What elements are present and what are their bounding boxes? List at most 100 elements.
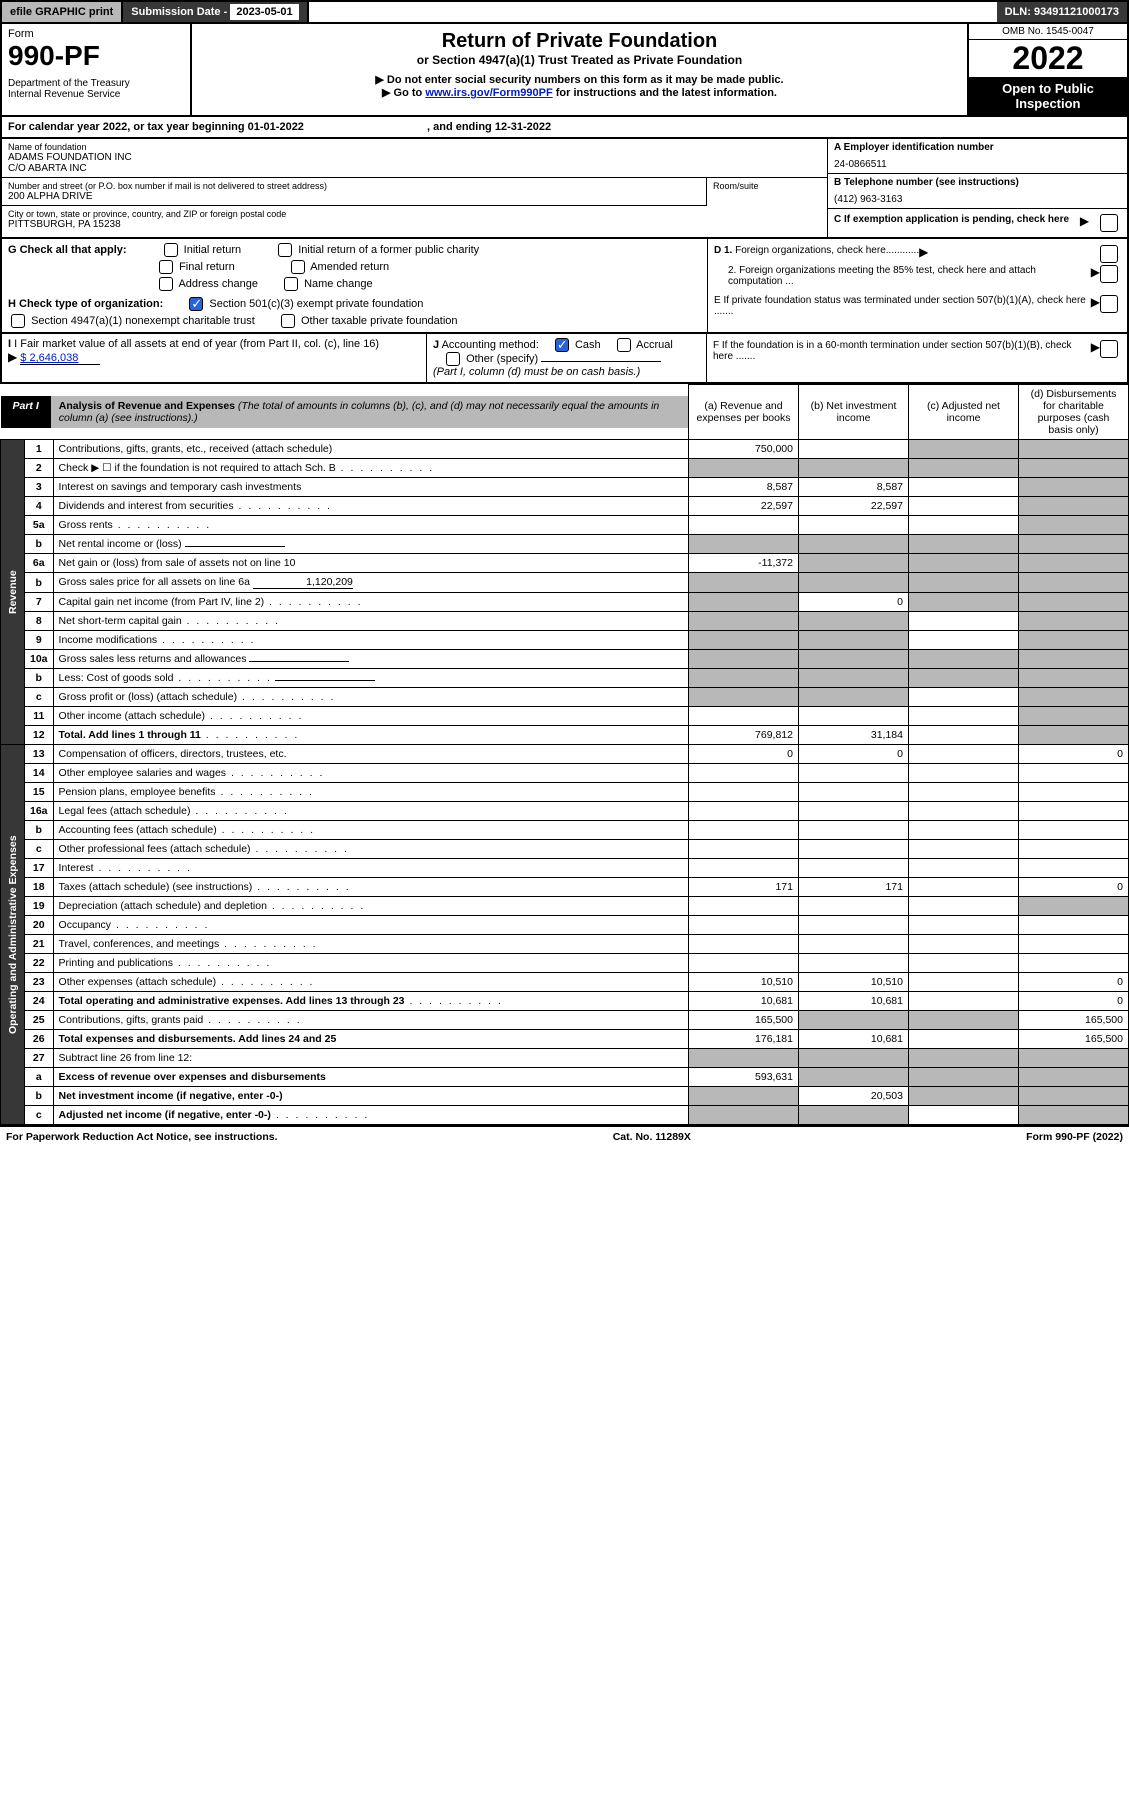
table-row: cOther professional fees (attach schedul… (1, 840, 1129, 859)
amount-cell (1019, 535, 1129, 554)
g-initial-checkbox[interactable] (164, 243, 178, 257)
g-final-checkbox[interactable] (159, 260, 173, 274)
form-link[interactable]: www.irs.gov/Form990PF (425, 87, 552, 99)
footer-right: Form 990-PF (2022) (1026, 1131, 1123, 1143)
amount-cell (1019, 631, 1129, 650)
row-description: Depreciation (attach schedule) and deple… (53, 897, 688, 916)
amount-cell (689, 516, 799, 535)
h-4947-checkbox[interactable] (11, 314, 25, 328)
amount-cell (1019, 554, 1129, 573)
g-name-checkbox[interactable] (284, 277, 298, 291)
amount-cell (689, 535, 799, 554)
amount-cell (1019, 821, 1129, 840)
amount-cell (799, 459, 909, 478)
instruction-2: ▶ Go to www.irs.gov/Form990PF for instru… (198, 86, 961, 99)
amount-cell (689, 821, 799, 840)
efile-print-button[interactable]: efile GRAPHIC print (2, 2, 123, 22)
amount-cell: -11,372 (689, 554, 799, 573)
amount-cell (799, 573, 909, 593)
amount-cell (689, 631, 799, 650)
amount-cell (909, 459, 1019, 478)
row-description: Taxes (attach schedule) (see instruction… (53, 878, 688, 897)
amount-cell (909, 516, 1019, 535)
amount-cell: 10,681 (689, 992, 799, 1011)
row-number: 1 (25, 440, 54, 459)
table-row: bNet rental income or (loss) (1, 535, 1129, 554)
amount-cell (909, 554, 1019, 573)
g-label: G Check all that apply: (8, 244, 127, 256)
d2-checkbox[interactable] (1100, 265, 1118, 283)
row-number: 5a (25, 516, 54, 535)
j-note: (Part I, column (d) must be on cash basi… (433, 366, 640, 378)
row-number: b (25, 1087, 54, 1106)
amount-cell (1019, 935, 1129, 954)
j-accrual-checkbox[interactable] (617, 338, 631, 352)
address-label: Number and street (or P.O. box number if… (8, 181, 700, 191)
table-row: Operating and Administrative Expenses13C… (1, 745, 1129, 764)
dept-label: Department of the Treasury (8, 78, 184, 89)
amount-cell (1019, 440, 1129, 459)
table-row: 5aGross rents (1, 516, 1129, 535)
row-number: 2 (25, 459, 54, 478)
address: 200 ALPHA DRIVE (8, 191, 700, 202)
amount-cell (799, 631, 909, 650)
omb-number: OMB No. 1545-0047 (969, 24, 1127, 40)
row-description: Compensation of officers, directors, tru… (53, 745, 688, 764)
amount-cell (1019, 612, 1129, 631)
row-number: 19 (25, 897, 54, 916)
c-checkbox[interactable] (1100, 214, 1118, 232)
amount-cell (1019, 478, 1129, 497)
amount-cell (689, 1087, 799, 1106)
col-d-header: (d) Disbursements for charitable purpose… (1019, 385, 1129, 440)
row-number: 11 (25, 707, 54, 726)
g-initial-former-checkbox[interactable] (278, 243, 292, 257)
amount-cell (799, 935, 909, 954)
row-number: a (25, 1068, 54, 1087)
f-checkbox[interactable] (1100, 340, 1118, 358)
j-label: Accounting method: (442, 339, 539, 351)
amount-cell (909, 631, 1019, 650)
row-description: Net short-term capital gain (53, 612, 688, 631)
table-row: 20Occupancy (1, 916, 1129, 935)
amount-cell (909, 916, 1019, 935)
e-label: E If private foundation status was termi… (714, 295, 1091, 317)
amount-cell (1019, 497, 1129, 516)
amount-cell (799, 535, 909, 554)
table-row: 18Taxes (attach schedule) (see instructi… (1, 878, 1129, 897)
amount-cell (689, 669, 799, 688)
h-501c3-checkbox[interactable] (189, 297, 203, 311)
amount-cell (1019, 688, 1129, 707)
amount-cell (909, 573, 1019, 593)
row-number: c (25, 1106, 54, 1125)
row-description: Other income (attach schedule) (53, 707, 688, 726)
table-row: 15Pension plans, employee benefits (1, 783, 1129, 802)
row-description: Subtract line 26 from line 12: (53, 1049, 688, 1068)
submission-date-label: Submission Date - 2023-05-01 (123, 2, 308, 22)
d2-label: 2. Foreign organizations meeting the 85%… (728, 265, 1091, 287)
foundation-name-2: C/O ABARTA INC (8, 163, 821, 174)
fmv-value[interactable]: $ 2,646,038 (20, 352, 100, 365)
j-cash-checkbox[interactable] (555, 338, 569, 352)
h-other-checkbox[interactable] (281, 314, 295, 328)
amount-cell (909, 821, 1019, 840)
g-amended-checkbox[interactable] (291, 260, 305, 274)
amount-cell (1019, 593, 1129, 612)
j-other-checkbox[interactable] (446, 352, 460, 366)
amount-cell (909, 478, 1019, 497)
expenses-side-label: Operating and Administrative Expenses (1, 745, 25, 1125)
g-address-checkbox[interactable] (159, 277, 173, 291)
row-number: b (25, 821, 54, 840)
calendar-year-row: For calendar year 2022, or tax year begi… (0, 117, 1129, 139)
amount-cell (799, 707, 909, 726)
amount-cell: 10,681 (799, 992, 909, 1011)
table-row: aExcess of revenue over expenses and dis… (1, 1068, 1129, 1087)
row-description: Gross rents (53, 516, 688, 535)
d1-checkbox[interactable] (1100, 245, 1118, 263)
row-number: 4 (25, 497, 54, 516)
amount-cell (799, 764, 909, 783)
e-checkbox[interactable] (1100, 295, 1118, 313)
row-number: 20 (25, 916, 54, 935)
amount-cell: 176,181 (689, 1030, 799, 1049)
row-description: Occupancy (53, 916, 688, 935)
form-header: Form 990-PF Department of the Treasury I… (0, 24, 1129, 117)
